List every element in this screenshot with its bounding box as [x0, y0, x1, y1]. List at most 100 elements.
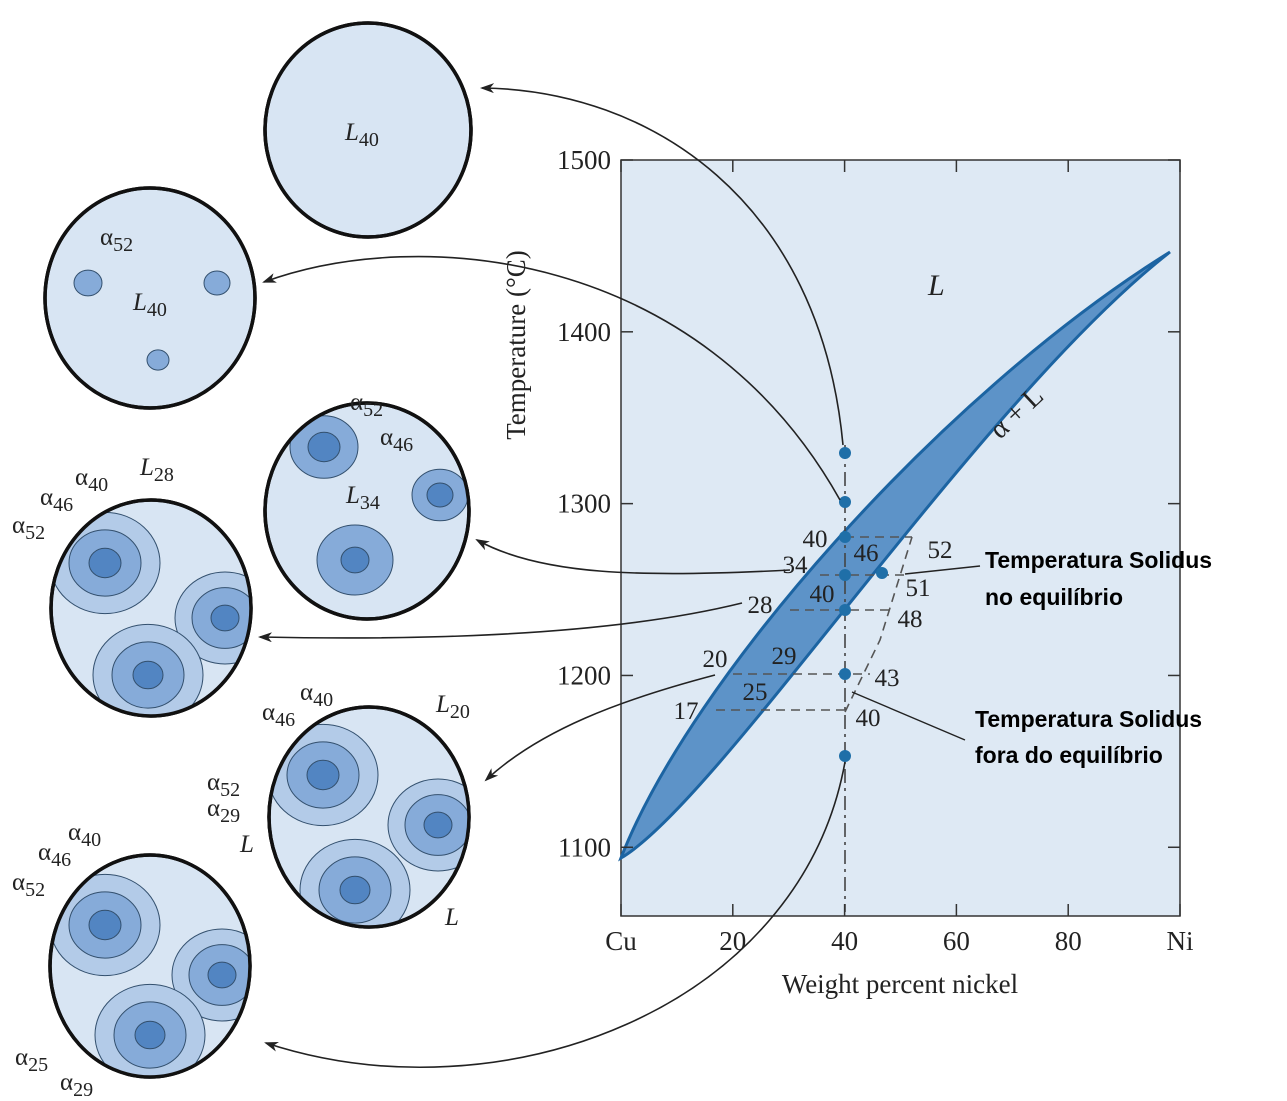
- phase-label: α29: [60, 1069, 93, 1101]
- nonequilibrium-solidus: [844, 536, 913, 713]
- composition-label: 52: [928, 537, 953, 564]
- phase-symbol: α: [100, 224, 113, 251]
- grain-layer: [73, 269, 103, 297]
- state-point: [839, 604, 851, 616]
- phase-label: α52: [12, 512, 45, 544]
- phase-symbol: α: [207, 795, 220, 822]
- grain-layer: [307, 431, 341, 463]
- phase-label: L: [444, 904, 459, 931]
- phase-label: α52: [100, 224, 133, 256]
- x-axis-title: Weight percent nickel: [782, 969, 1018, 999]
- x-tick-label: 60: [943, 926, 970, 956]
- y-tick-label: 1100: [558, 832, 611, 862]
- grain-layer: [203, 270, 231, 296]
- composition-label: 51: [906, 575, 931, 602]
- phase-symbol: L: [132, 289, 147, 316]
- note-line: Temperatura Solidus: [985, 547, 1212, 573]
- circle-border: [263, 21, 473, 239]
- phase-subscript: 40: [81, 829, 101, 851]
- arrow: [262, 255, 841, 501]
- phase-label: α52: [207, 769, 240, 801]
- composition-label: 28: [748, 592, 773, 619]
- circle-borders: [43, 21, 473, 1079]
- phase-subscript: 52: [25, 879, 45, 901]
- phase-symbol: α: [350, 389, 363, 416]
- composition-label: 17: [674, 698, 699, 725]
- phase-symbol: α: [68, 819, 81, 846]
- phase-subscript: 52: [220, 779, 240, 801]
- state-point: [839, 668, 851, 680]
- grain-layer: [340, 546, 370, 574]
- composition-label: 48: [898, 606, 923, 633]
- composition-label: 40: [856, 705, 881, 732]
- grain-layer: [426, 482, 454, 508]
- grain-layer: [210, 604, 240, 632]
- grain-layer: [132, 660, 164, 690]
- axes: 1100 1200 1300 1400 1500 Cu 20 40 60 80 Ni: [557, 145, 1194, 956]
- phase-label: L20: [435, 691, 470, 723]
- phase-subscript: 20: [450, 701, 470, 723]
- composition-label: 34: [783, 552, 809, 579]
- phase-subscript: 46: [51, 849, 71, 871]
- region-label: L: [927, 269, 945, 302]
- state-point: [839, 496, 851, 508]
- circle-border: [48, 853, 252, 1079]
- y-tick-label: 1400: [557, 317, 611, 347]
- note-line: Temperatura Solidus: [975, 706, 1202, 732]
- grain: [387, 778, 469, 872]
- grain: [94, 983, 206, 1077]
- phase-label: α29: [207, 795, 240, 827]
- phase-label: L34: [345, 482, 380, 514]
- composition-label: 43: [875, 665, 900, 692]
- phase-subscript: 46: [275, 709, 295, 731]
- phase-symbol: α: [38, 839, 51, 866]
- two-phase-region: [618, 250, 1171, 862]
- phase-label: α46: [38, 839, 71, 871]
- circle-border: [267, 705, 471, 929]
- state-point: [839, 750, 851, 762]
- circle-border: [263, 401, 471, 621]
- arrow: [484, 674, 716, 782]
- phase-label: L40: [344, 119, 379, 151]
- grain: [50, 873, 161, 977]
- state-point: [876, 567, 888, 579]
- phase-subscript: 29: [220, 805, 240, 827]
- arrows: [258, 83, 846, 1069]
- phase-subscript: 46: [53, 494, 73, 516]
- grain-layer: [88, 909, 122, 941]
- grain: [73, 269, 103, 297]
- phase-subscript: 40: [313, 689, 333, 711]
- composition-label: 25: [743, 679, 768, 706]
- phase-label: α52: [12, 869, 45, 901]
- grain-layer: [207, 961, 237, 989]
- phase-symbol: α: [15, 1044, 28, 1071]
- grain-layer: [134, 1020, 166, 1050]
- grain: [146, 349, 170, 371]
- grain-layer: [146, 349, 170, 371]
- grain-layer: [339, 875, 371, 905]
- phase-label: α40: [68, 819, 101, 851]
- phase-label: α40: [75, 464, 108, 496]
- arrow: [258, 602, 743, 643]
- phase-subscript: 34: [360, 492, 380, 514]
- composition-label: 20: [703, 646, 728, 673]
- phase-subscript: 40: [88, 474, 108, 496]
- phase-label: α25: [15, 1044, 48, 1076]
- phase-symbol: α: [40, 484, 53, 511]
- phase-symbol: α: [262, 699, 275, 726]
- note-line: fora do equilíbrio: [975, 742, 1163, 768]
- arrow: [264, 761, 846, 1069]
- phase-symbol: L: [435, 691, 450, 718]
- phase-subscript: 28: [154, 464, 174, 486]
- phase-label: α40: [300, 679, 333, 711]
- note-line: no equilíbrio: [985, 584, 1123, 610]
- microstructure-labels: L40α52L40α52α46L34α40α46α52L28α40α46α52α…: [12, 119, 470, 1101]
- phase-symbol: L: [239, 831, 254, 858]
- grain-layer: [88, 547, 122, 579]
- x-tick-label: Ni: [1167, 926, 1194, 956]
- phase-symbol: L: [444, 904, 459, 931]
- phase-subscript: 52: [113, 234, 133, 256]
- grain: [289, 415, 359, 479]
